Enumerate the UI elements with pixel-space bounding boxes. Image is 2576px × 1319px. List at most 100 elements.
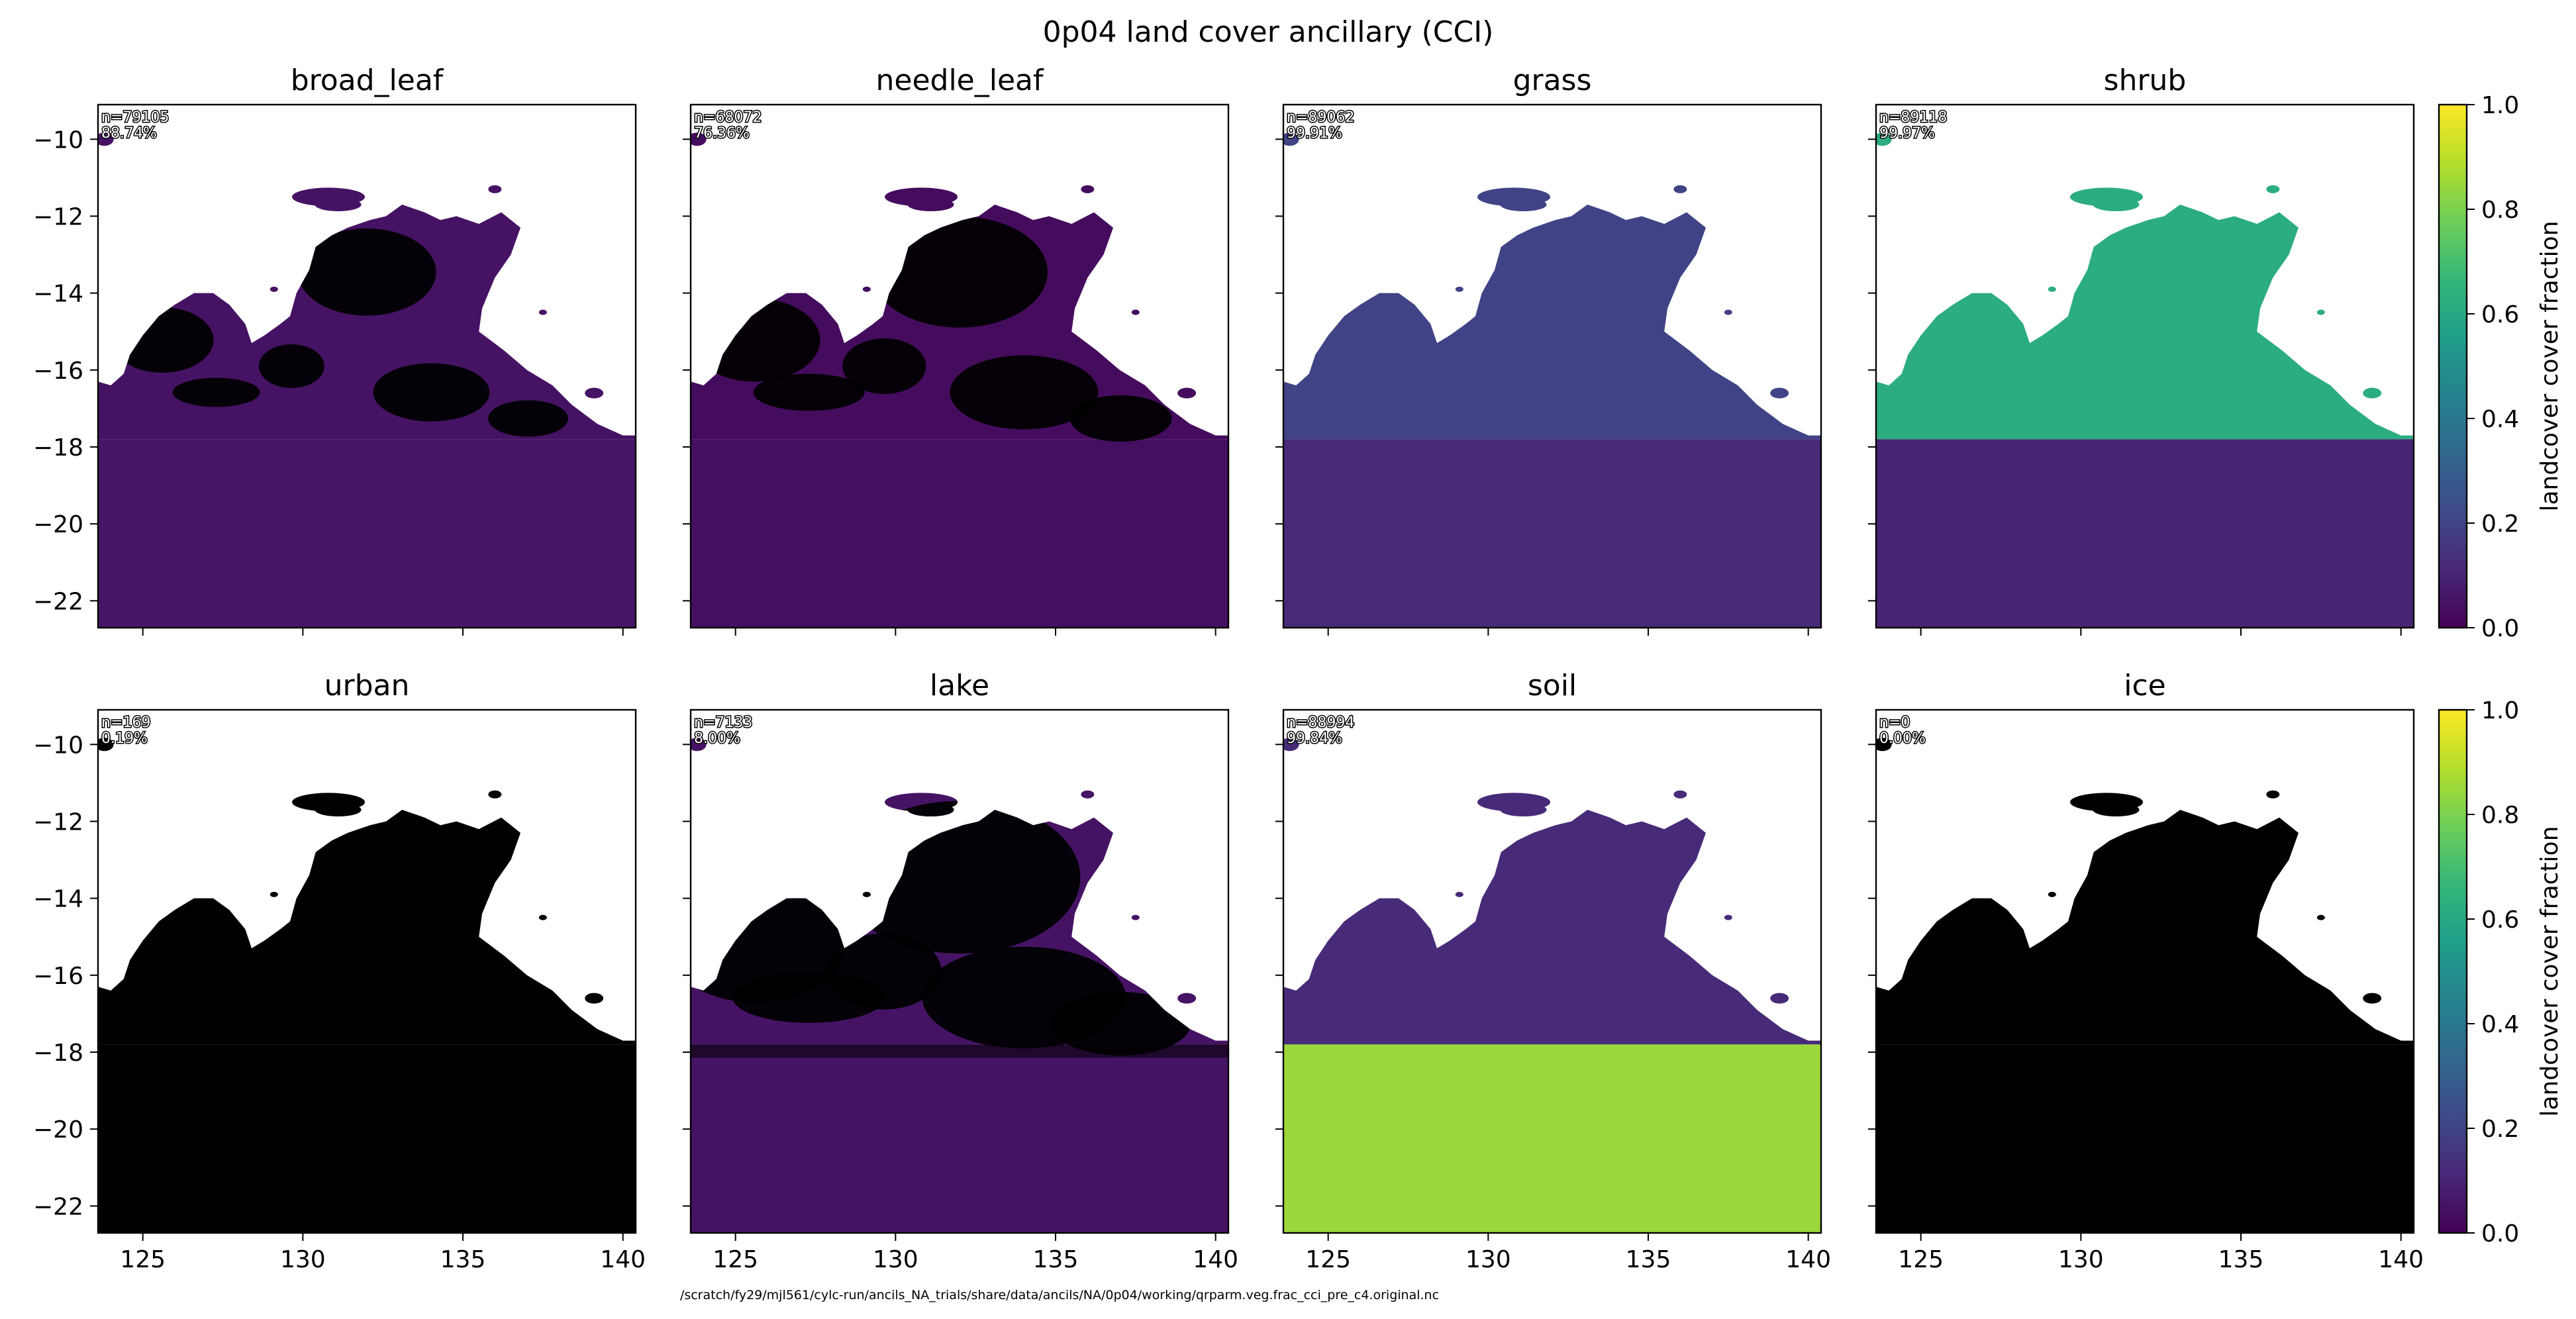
colorbar-tick-label: 1.0 (2481, 92, 2519, 119)
y-tick-label: −14 (33, 886, 83, 913)
x-tick-label: 140 (2378, 1246, 2424, 1273)
x-tick-label: 130 (1465, 1246, 1511, 1273)
nodata-patch (373, 363, 490, 422)
nodata-patch (842, 338, 926, 394)
colorbar-gradient (2438, 103, 2468, 629)
nodata-patch (297, 228, 436, 316)
colorbar: 0.0 0.2 0.4 0.6 0.8 1.0 landcover cover fracti… (2438, 697, 2563, 1247)
x-tick-label: 125 (1305, 1246, 1351, 1273)
colorbar-tick-label: 0.8 (2481, 802, 2519, 829)
x-tick-label: 135 (1626, 1246, 1671, 1273)
nodata-strip (691, 1044, 1228, 1058)
coverage-percent: 99.91% (1287, 125, 1342, 142)
x-tick-label: 140 (600, 1246, 646, 1273)
colorbar-tick-label: 0.2 (2481, 511, 2519, 538)
y-tick-label: −18 (33, 434, 83, 462)
x-tick-label: 125 (713, 1246, 758, 1273)
nodata-patch (488, 400, 569, 437)
southern-fraction-region (1876, 439, 2414, 628)
map-area (98, 105, 636, 628)
axes-frame (1875, 103, 2415, 629)
x-tick-label: 130 (873, 1246, 918, 1273)
colorbar-tick-label: 1.0 (2481, 697, 2519, 724)
x-tick-label: 130 (280, 1246, 326, 1273)
coverage-percent: 99.84% (1287, 730, 1342, 747)
panel-title: lake (930, 669, 989, 703)
map-area (98, 710, 636, 1233)
map-area (1876, 710, 2414, 1233)
colorbar-tick-label: 0.2 (2481, 1116, 2519, 1143)
panel-title: needle_leaf (876, 64, 1045, 97)
coverage-percent: 88.74% (101, 125, 157, 142)
pixel-count: n=7133 (694, 714, 752, 731)
southern-fraction-region (691, 439, 1228, 628)
panel-title: soil (1528, 669, 1577, 703)
colorbar-tick-label: 0.4 (2481, 406, 2519, 433)
axes-frame (97, 708, 637, 1234)
coverage-percent: 76.36% (694, 125, 750, 142)
nodata-patch (950, 355, 1099, 430)
x-tick-label: 140 (1785, 1246, 1831, 1273)
y-tick-label: −12 (33, 203, 83, 230)
x-tick-label: 135 (1033, 1246, 1079, 1273)
panel-title: shrub (2104, 64, 2187, 97)
nodata-patch (753, 373, 865, 411)
axes-frame (689, 103, 1230, 629)
axes-frame (1282, 708, 1822, 1234)
x-tick-label: 125 (120, 1246, 166, 1273)
y-tick-label: −10 (33, 126, 83, 154)
colorbar-tick-label: 0.0 (2481, 1220, 2519, 1247)
nodata-patch (732, 972, 885, 1023)
nodata-patch (1051, 992, 1191, 1055)
pixel-count: n=169 (101, 714, 150, 731)
map-area (691, 105, 1228, 628)
panel-title: urban (324, 669, 410, 703)
colorbar-tick-label: 0.0 (2481, 615, 2519, 642)
colorbar-label: landcover cover fraction (2536, 826, 2563, 1116)
panel-title: grass (1513, 64, 1592, 97)
y-tick-label: −12 (33, 808, 83, 836)
pixel-count: n=79105 (101, 109, 169, 126)
colorbars: 0.0 0.2 0.4 0.6 0.8 1.0 landcover cover fracti… (2438, 92, 2563, 1247)
y-tick-label: −22 (33, 588, 83, 615)
y-tick-label: −16 (33, 358, 83, 385)
coverage-percent: 8.00% (694, 730, 740, 747)
map-area (1283, 710, 1821, 1233)
nodata-patch (871, 216, 1048, 328)
x-tick-label: 130 (2058, 1246, 2104, 1273)
axes-frame (1282, 103, 1822, 629)
figure-title: 0p04 land cover ancillary (CCI) (1043, 15, 1494, 49)
pixel-count: n=68072 (694, 109, 762, 126)
pixel-count: n=89062 (1287, 109, 1354, 126)
colorbar-tick-label: 0.8 (2481, 197, 2519, 224)
source-file-path: /scratch/fy29/mjl561/cylc-run/ancils_NA_… (680, 1288, 1439, 1302)
colorbar-tick-label: 0.4 (2481, 1011, 2519, 1038)
y-tick-label: −18 (33, 1040, 83, 1067)
colorbar-tick-label: 0.6 (2481, 301, 2519, 328)
x-tick-label: 125 (1898, 1246, 1944, 1273)
y-tick-label: −16 (33, 963, 83, 990)
panel-title: ice (2124, 669, 2166, 703)
x-tick-label: 140 (1193, 1246, 1238, 1273)
map-area (1283, 105, 1821, 628)
y-tick-label: −22 (33, 1193, 83, 1220)
map-area (1876, 105, 2414, 628)
x-tick-label: 135 (2218, 1246, 2264, 1273)
nodata-patch (258, 344, 324, 388)
southern-fraction-region (1876, 1044, 2414, 1233)
southern-fraction-region (98, 1044, 636, 1233)
coverage-percent: 0.00% (1879, 730, 1926, 747)
y-tick-label: −20 (33, 1116, 83, 1144)
y-tick-label: −20 (33, 511, 83, 538)
colorbar-tick-label: 0.6 (2481, 906, 2519, 934)
southern-fraction-region (1283, 1044, 1821, 1233)
nodata-patch (172, 377, 260, 407)
y-tick-label: −14 (33, 281, 83, 308)
y-tick-label: −10 (33, 732, 83, 759)
axes-frame (97, 103, 637, 629)
colorbar-label: landcover cover fraction (2536, 220, 2563, 511)
